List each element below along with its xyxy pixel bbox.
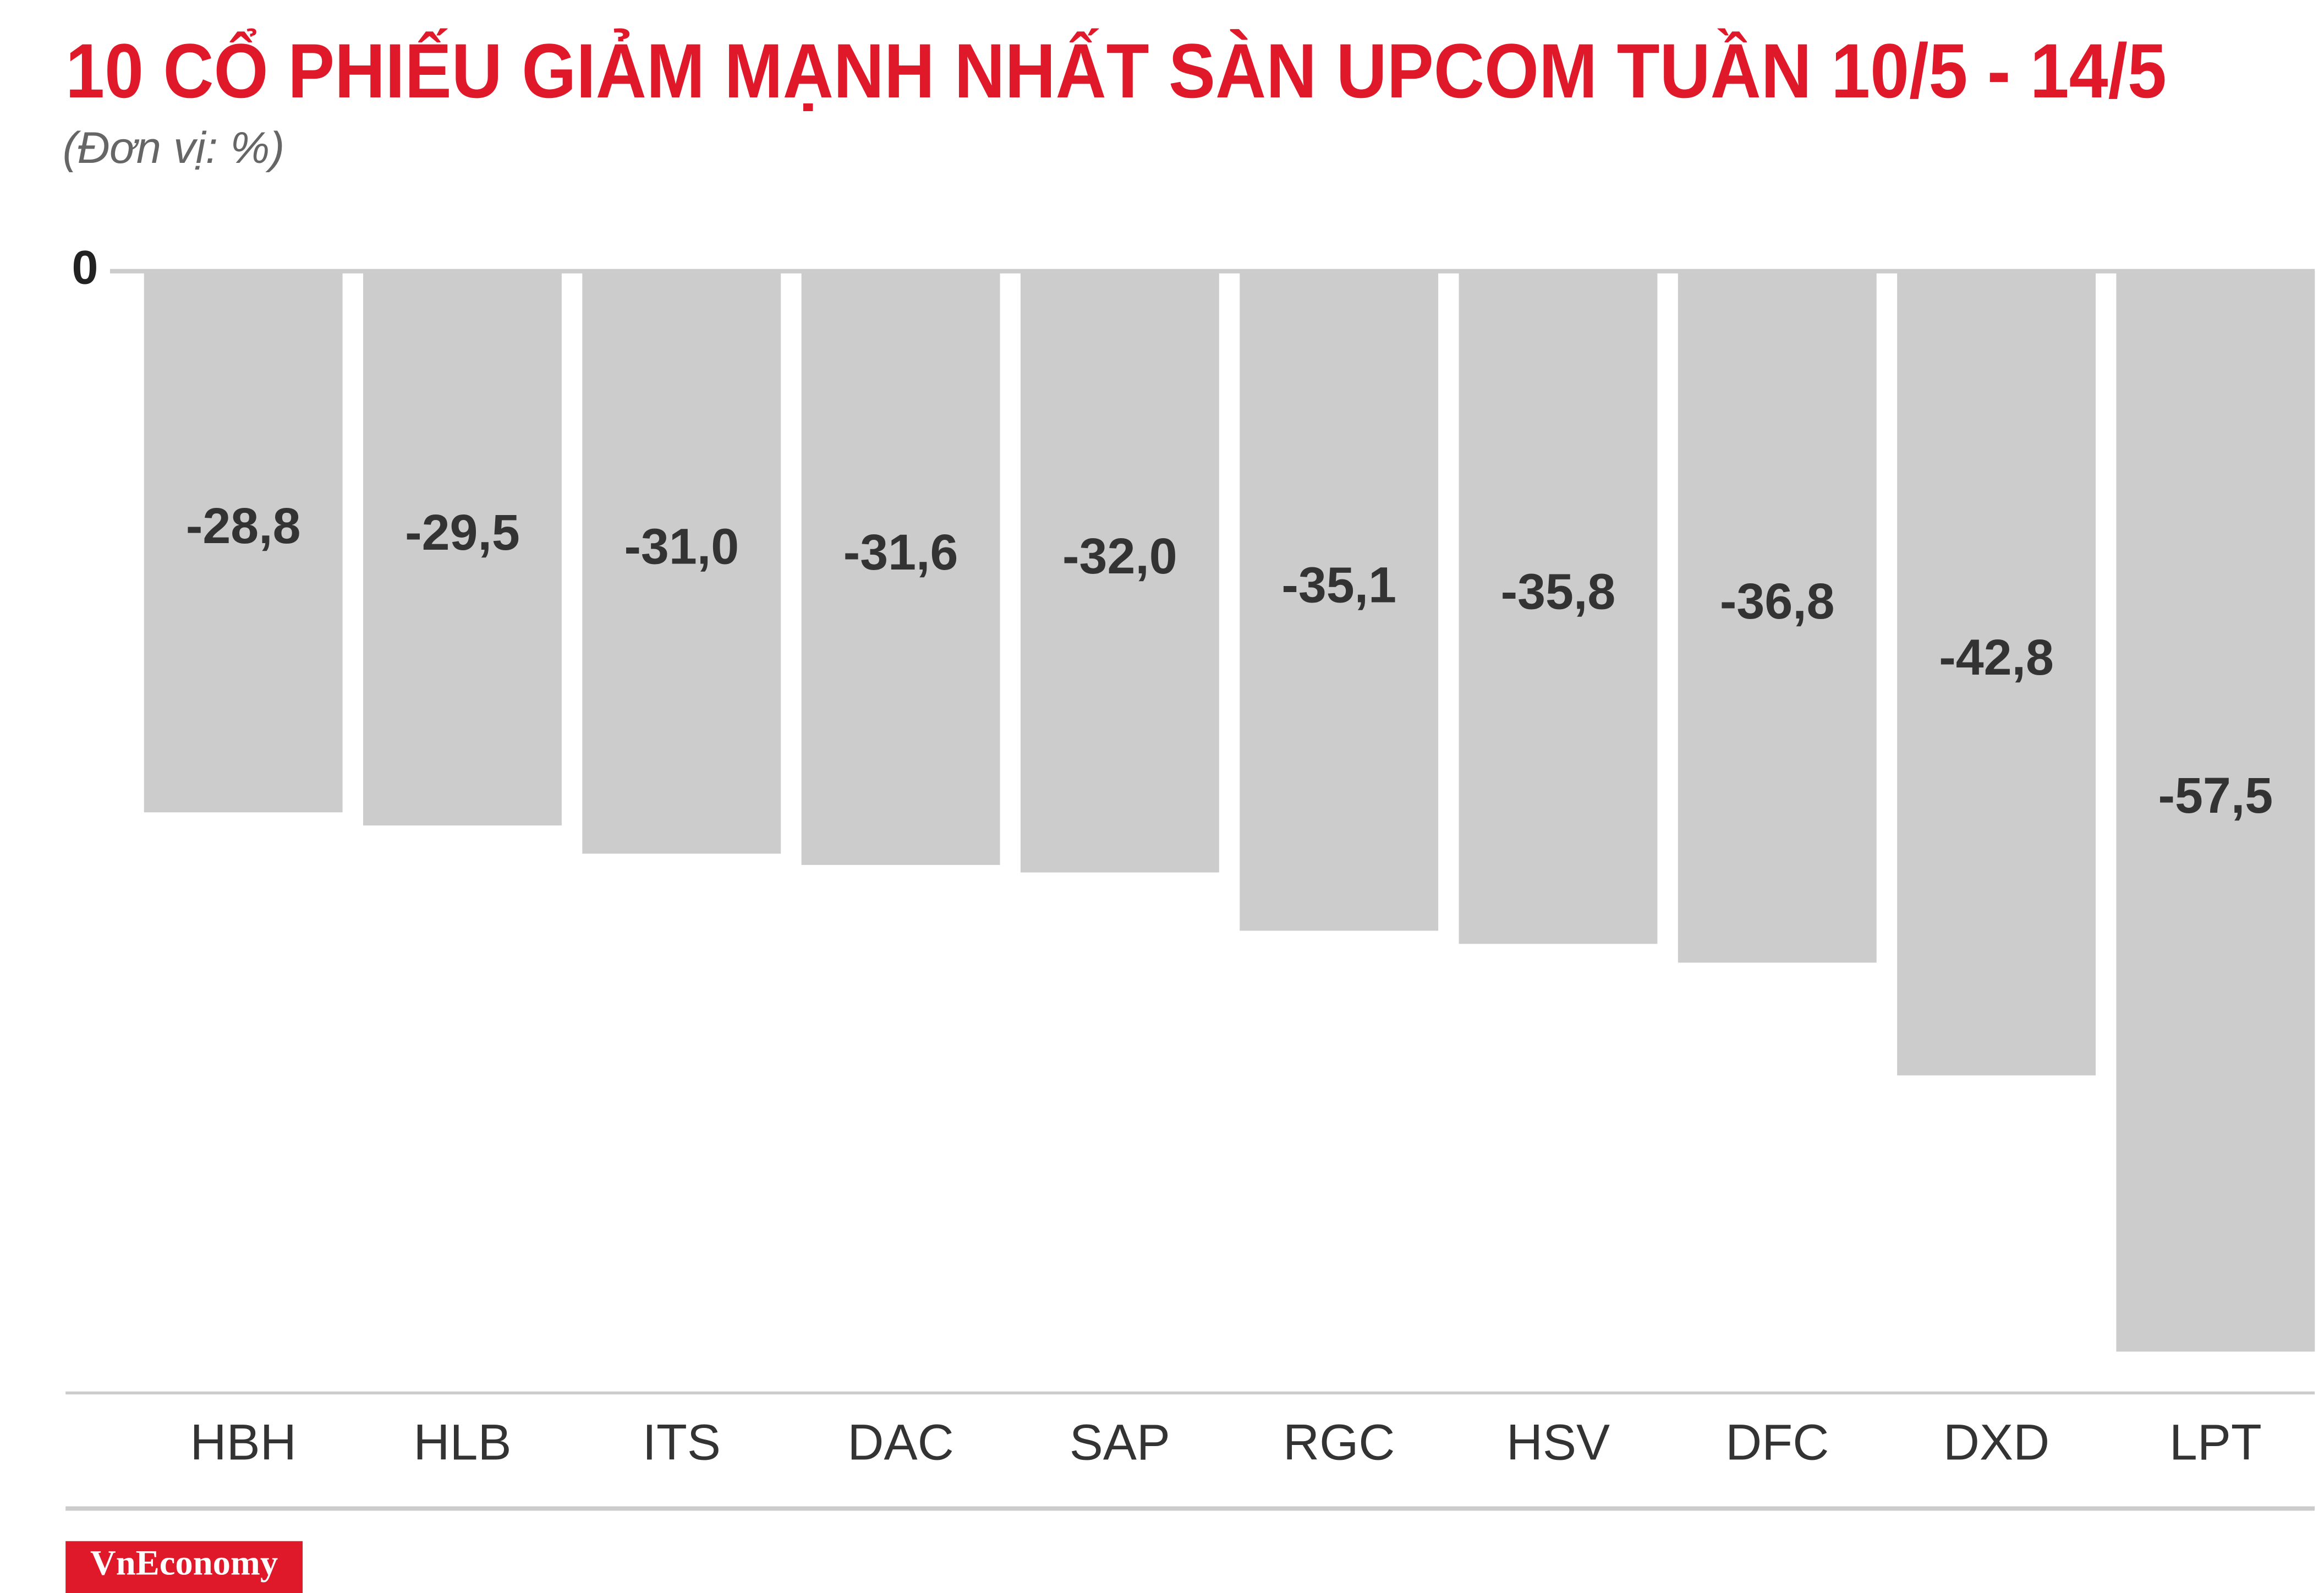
value-label: -31,6 bbox=[843, 524, 958, 581]
bar bbox=[1240, 271, 1439, 931]
value-label: -42,8 bbox=[1939, 629, 2054, 686]
x-tick-label: SAP bbox=[1070, 1415, 1170, 1471]
bar bbox=[363, 271, 562, 826]
x-tick-label: LPT bbox=[2169, 1415, 2262, 1471]
logo: VnEconomy bbox=[90, 1542, 278, 1582]
value-label: -36,8 bbox=[1720, 573, 1835, 629]
value-label: -35,8 bbox=[1501, 564, 1616, 620]
x-tick-label: HSV bbox=[1506, 1415, 1610, 1471]
x-tick-label: HLB bbox=[413, 1415, 511, 1471]
logo-box bbox=[65, 1541, 303, 1593]
x-tick-label: DAC bbox=[847, 1415, 953, 1471]
bar bbox=[144, 271, 343, 813]
x-tick-label: HBH bbox=[190, 1415, 297, 1471]
value-label: -35,1 bbox=[1281, 557, 1396, 614]
bar bbox=[1678, 271, 1877, 963]
bar bbox=[1459, 271, 1658, 944]
bar bbox=[1020, 271, 1219, 873]
x-tick-label: DXD bbox=[1943, 1415, 2049, 1471]
bar bbox=[582, 271, 781, 854]
bar bbox=[1897, 271, 2096, 1076]
chart-subtitle: (Đơn vị: %) bbox=[63, 123, 284, 173]
y-tick-label: 0 bbox=[72, 242, 98, 294]
value-label: -31,0 bbox=[624, 519, 739, 575]
value-label: -29,5 bbox=[405, 505, 520, 561]
bar bbox=[2116, 271, 2315, 1352]
value-label: -57,5 bbox=[2158, 768, 2273, 824]
value-label: -32,0 bbox=[1062, 528, 1177, 584]
chart-title: 10 CỔ PHIẾU GIẢM MẠNH NHẤT SÀN UPCOM TUẦ… bbox=[65, 28, 2167, 114]
bar bbox=[801, 271, 1000, 865]
x-tick-label: ITS bbox=[643, 1415, 721, 1471]
x-tick-label: RGC bbox=[1283, 1415, 1395, 1471]
x-tick-label: DFC bbox=[1725, 1415, 1829, 1471]
value-label: -28,8 bbox=[186, 498, 301, 554]
